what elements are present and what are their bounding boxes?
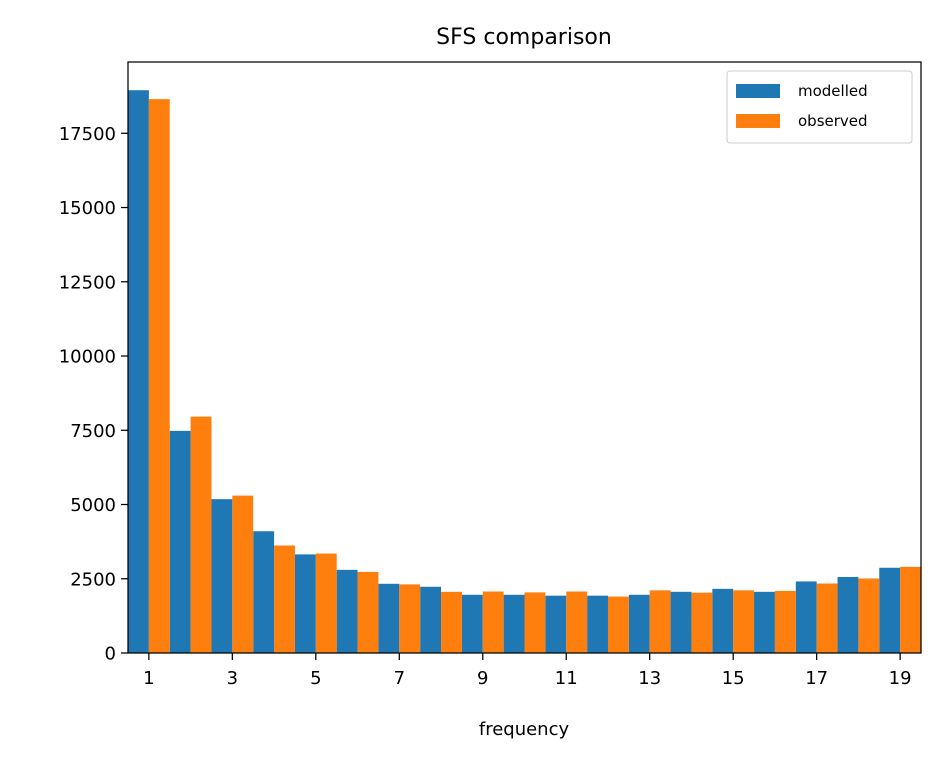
- bar-observed-14: [691, 592, 713, 653]
- y-tick-label: 12500: [59, 272, 116, 293]
- x-tick-label: 13: [638, 668, 661, 689]
- legend: modelled observed: [726, 70, 913, 144]
- bar-modelled-17: [795, 581, 817, 653]
- bar-modelled-18: [837, 576, 859, 653]
- y-tick-label: 15000: [59, 198, 116, 219]
- bar-modelled-14: [670, 591, 692, 653]
- bar-modelled-16: [754, 591, 775, 653]
- y-tick-label: 10000: [59, 347, 116, 368]
- x-axis: 1 3 5 7 9 11 13 15 17 19: [143, 653, 912, 689]
- bar-modelled-15: [712, 588, 734, 653]
- plot-frame: [127, 61, 922, 654]
- y-tick-label: 17500: [59, 124, 116, 145]
- bar-observed-8: [441, 591, 462, 653]
- bar-modelled-11: [545, 595, 567, 653]
- x-tick-label: 11: [555, 668, 578, 689]
- bar-observed-3: [232, 495, 254, 653]
- bar-modelled-7: [378, 583, 400, 653]
- bar-observed-18: [858, 578, 880, 653]
- legend-swatch-modelled: [736, 84, 780, 98]
- bar-modelled-1: [128, 90, 149, 653]
- bar-modelled-6: [336, 569, 358, 653]
- bar-observed-15: [733, 590, 755, 653]
- bar-modelled-12: [587, 595, 608, 653]
- x-tick-label: 5: [310, 668, 321, 689]
- bar-modelled-5: [294, 554, 316, 653]
- bar-observed-7: [399, 584, 421, 653]
- bar-modelled-2: [169, 430, 191, 653]
- bar-observed-19: [900, 566, 921, 653]
- bar-observed-12: [607, 596, 629, 653]
- chart-title: SFS comparison: [436, 25, 612, 50]
- bar-observed-2: [190, 416, 212, 653]
- x-tick-label: 17: [805, 668, 828, 689]
- legend-label-modelled: modelled: [798, 82, 868, 100]
- bar-observed-16: [774, 590, 796, 653]
- bar-modelled-19: [879, 567, 901, 653]
- y-tick-label: 5000: [70, 495, 116, 516]
- y-axis: 0 2500 5000 7500 10000 12500 15000 17500: [59, 124, 128, 665]
- bar-observed-10: [524, 592, 546, 653]
- x-axis-label: frequency: [479, 719, 570, 740]
- x-tick-label: 7: [394, 668, 405, 689]
- legend-label-observed: observed: [798, 112, 868, 130]
- bar-observed-4: [274, 545, 295, 653]
- x-tick-label: 3: [227, 668, 238, 689]
- bar-modelled-10: [503, 594, 525, 653]
- bar-observed-11: [566, 591, 588, 653]
- y-tick-label: 2500: [70, 569, 116, 590]
- x-tick-label: 19: [889, 668, 912, 689]
- x-tick-label: 9: [477, 668, 488, 689]
- bars-group: [128, 90, 921, 654]
- bar-modelled-3: [211, 499, 233, 653]
- x-tick-label: 1: [143, 668, 154, 689]
- y-tick-label: 0: [105, 644, 116, 665]
- bar-observed-9: [482, 591, 504, 653]
- bar-modelled-13: [628, 594, 650, 653]
- bar-observed-1: [148, 99, 170, 654]
- bar-observed-6: [357, 571, 379, 653]
- bar-observed-13: [649, 590, 671, 653]
- bar-modelled-8: [420, 586, 442, 653]
- bar-modelled-9: [461, 594, 483, 653]
- bar-observed-17: [816, 583, 838, 653]
- y-tick-label: 7500: [70, 421, 116, 442]
- x-tick-label: 15: [722, 668, 745, 689]
- bar-observed-5: [315, 553, 337, 653]
- bar-modelled-4: [253, 531, 275, 653]
- legend-swatch-observed: [736, 114, 780, 128]
